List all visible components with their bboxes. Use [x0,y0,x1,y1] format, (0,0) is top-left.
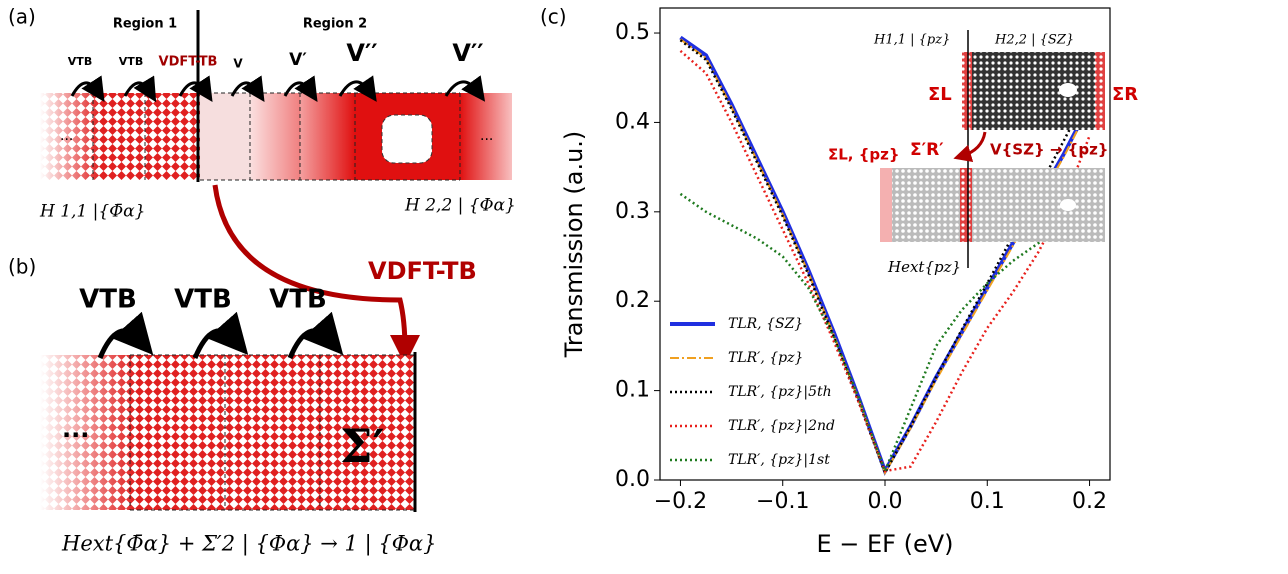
ellipsis: ... [62,415,89,443]
ellipsis: ... [60,128,73,144]
series-line [679,192,1091,475]
lead [960,168,972,242]
region-label: Region 1 [113,17,177,32]
coupling-label: VTB [269,285,327,315]
coupling-label: VTB [79,285,137,315]
formula: Hext{Φ̄α} + Σ′2 | {Φα} → 1 | {Φα} [61,532,436,557]
legend-label: TLR, {SZ} [728,316,803,332]
y-tick-label: 0.2 [615,288,650,313]
lead [1095,52,1105,130]
inset-label: ΣL [928,84,952,105]
long-arrow [212,184,420,365]
coupling-label: VDFT-TB [368,257,477,285]
hamiltonian-label: H 2,2 | {Φα} [404,196,516,216]
inset-label: Hext{pz} [887,258,961,276]
arrow [953,131,987,163]
inset-label: H2,2 | {SZ} [994,33,1074,48]
region-label: Region 2 [303,17,367,32]
coupling-label: VDFT-TB [159,55,218,70]
inset-label: V{SZ} → {pz} [990,141,1108,159]
coupling-arrows [70,75,486,103]
series-line [679,49,1091,473]
y-tick-label: 0.0 [615,467,650,492]
plot-frame [659,7,1111,481]
legend-label: TLR′, {pz}|5th [728,384,832,400]
coupling-label: VTB [119,55,143,68]
fade [40,93,100,180]
panel-a: (a) Region 1 Region 2 VTB VTB VDFT-TB V … [8,5,516,222]
lattice [962,52,1105,130]
y-tick-label: 0.5 [615,20,650,45]
hole [1060,199,1076,211]
ellipsis: ... [480,128,493,144]
coupling-label: VTB [174,285,232,315]
panel-label: (b) [8,255,36,279]
coupling-label: V′ [289,50,307,70]
inset-label: ΣL, {pz} [828,146,900,164]
legend-label: TLR′, {pz} [728,350,803,366]
coupling-label: VTB [68,55,92,68]
inset-label: H1,1 | {pz} [873,33,950,48]
x-tick-label: 0.2 [1072,489,1107,514]
x-tick-label: −0.1 [756,489,809,514]
panel-label: (a) [8,5,36,29]
coupling-label: V′′ [452,39,483,67]
lead [962,52,972,130]
y-tick-label: 0.4 [615,109,650,134]
inset-label: ΣR [1112,84,1138,105]
x-tick-label: 0.0 [868,489,903,514]
x-tick-label: 0.1 [970,489,1005,514]
panel-b: (b) VDFT-TB VTB VTB VTB ... Σ′ Hext{Φ̄α}… [8,184,477,557]
y-axis-label: Transmission (a.u.) [560,131,588,359]
panel-label: (c) [540,5,567,29]
self-energy: Σ′ [340,419,385,473]
hole [381,114,433,164]
coupling-label: V [233,57,243,71]
x-axis-label: E − EF (eV) [816,530,953,558]
y-tick-label: 0.3 [615,199,650,224]
fade [40,355,135,510]
coupling-label: V′′ [346,39,377,67]
inset-label: Σ′R′ [910,140,944,160]
cell-lines [129,354,415,511]
lead [880,168,892,242]
y-tick-label: 0.1 [615,378,650,403]
hole [1059,83,1077,97]
coupling-arrows [97,311,344,359]
hamiltonian-label: H 1,1 |{Φ̄α} [39,202,145,222]
legend-label: TLR′, {pz}|2nd [728,418,835,434]
region [460,93,512,180]
inset: H1,1 | {pz} H2,2 | {SZ} ΣL ΣR Σ′R′ V{SZ}… [828,30,1138,276]
legend-label: TLR′, {pz}|1st [728,452,830,468]
region [300,93,355,180]
region [200,93,250,180]
x-tick-label: −0.2 [654,489,707,514]
region [250,93,300,180]
